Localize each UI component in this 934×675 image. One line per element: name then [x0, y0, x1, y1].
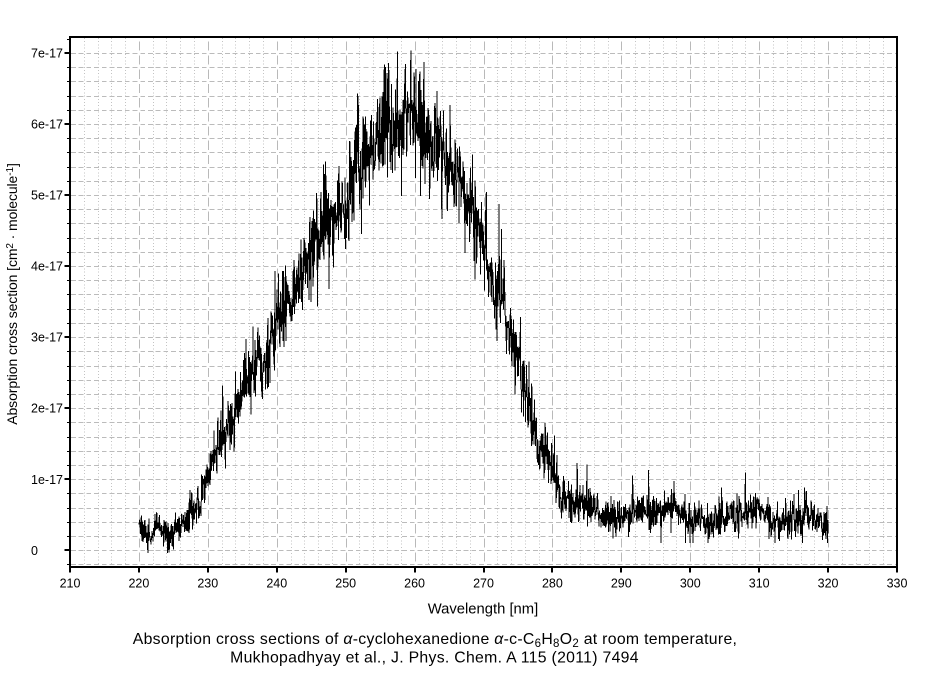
- svg-text:270: 270: [473, 577, 494, 591]
- svg-text:330: 330: [887, 577, 908, 591]
- svg-text:280: 280: [542, 577, 563, 591]
- svg-text:Absorption cross section [cm2: Absorption cross section [cm2 · molecule…: [4, 163, 20, 425]
- svg-text:Absorption cross sections of α: Absorption cross sections of α-cyclohexa…: [133, 631, 737, 650]
- svg-text:Wavelength [nm]: Wavelength [nm]: [428, 602, 538, 618]
- svg-text:0: 0: [31, 544, 38, 558]
- svg-text:260: 260: [404, 577, 425, 591]
- svg-text:Mukhopadhyay et al., J. Phys.: Mukhopadhyay et al., J. Phys. Chem. A 11…: [230, 650, 639, 667]
- svg-text:210: 210: [60, 577, 81, 591]
- svg-text:250: 250: [335, 577, 356, 591]
- svg-text:230: 230: [197, 577, 218, 591]
- svg-text:1e-17: 1e-17: [31, 473, 63, 487]
- svg-text:6e-17: 6e-17: [31, 118, 63, 132]
- svg-text:4e-17: 4e-17: [31, 260, 63, 274]
- svg-text:7e-17: 7e-17: [31, 47, 63, 61]
- svg-text:220: 220: [128, 577, 149, 591]
- svg-text:2e-17: 2e-17: [31, 402, 63, 416]
- svg-text:5e-17: 5e-17: [31, 189, 63, 203]
- svg-text:300: 300: [680, 577, 701, 591]
- svg-text:3e-17: 3e-17: [31, 331, 63, 345]
- svg-text:240: 240: [266, 577, 287, 591]
- svg-text:320: 320: [818, 577, 839, 591]
- svg-text:310: 310: [749, 577, 770, 591]
- svg-text:290: 290: [611, 577, 632, 591]
